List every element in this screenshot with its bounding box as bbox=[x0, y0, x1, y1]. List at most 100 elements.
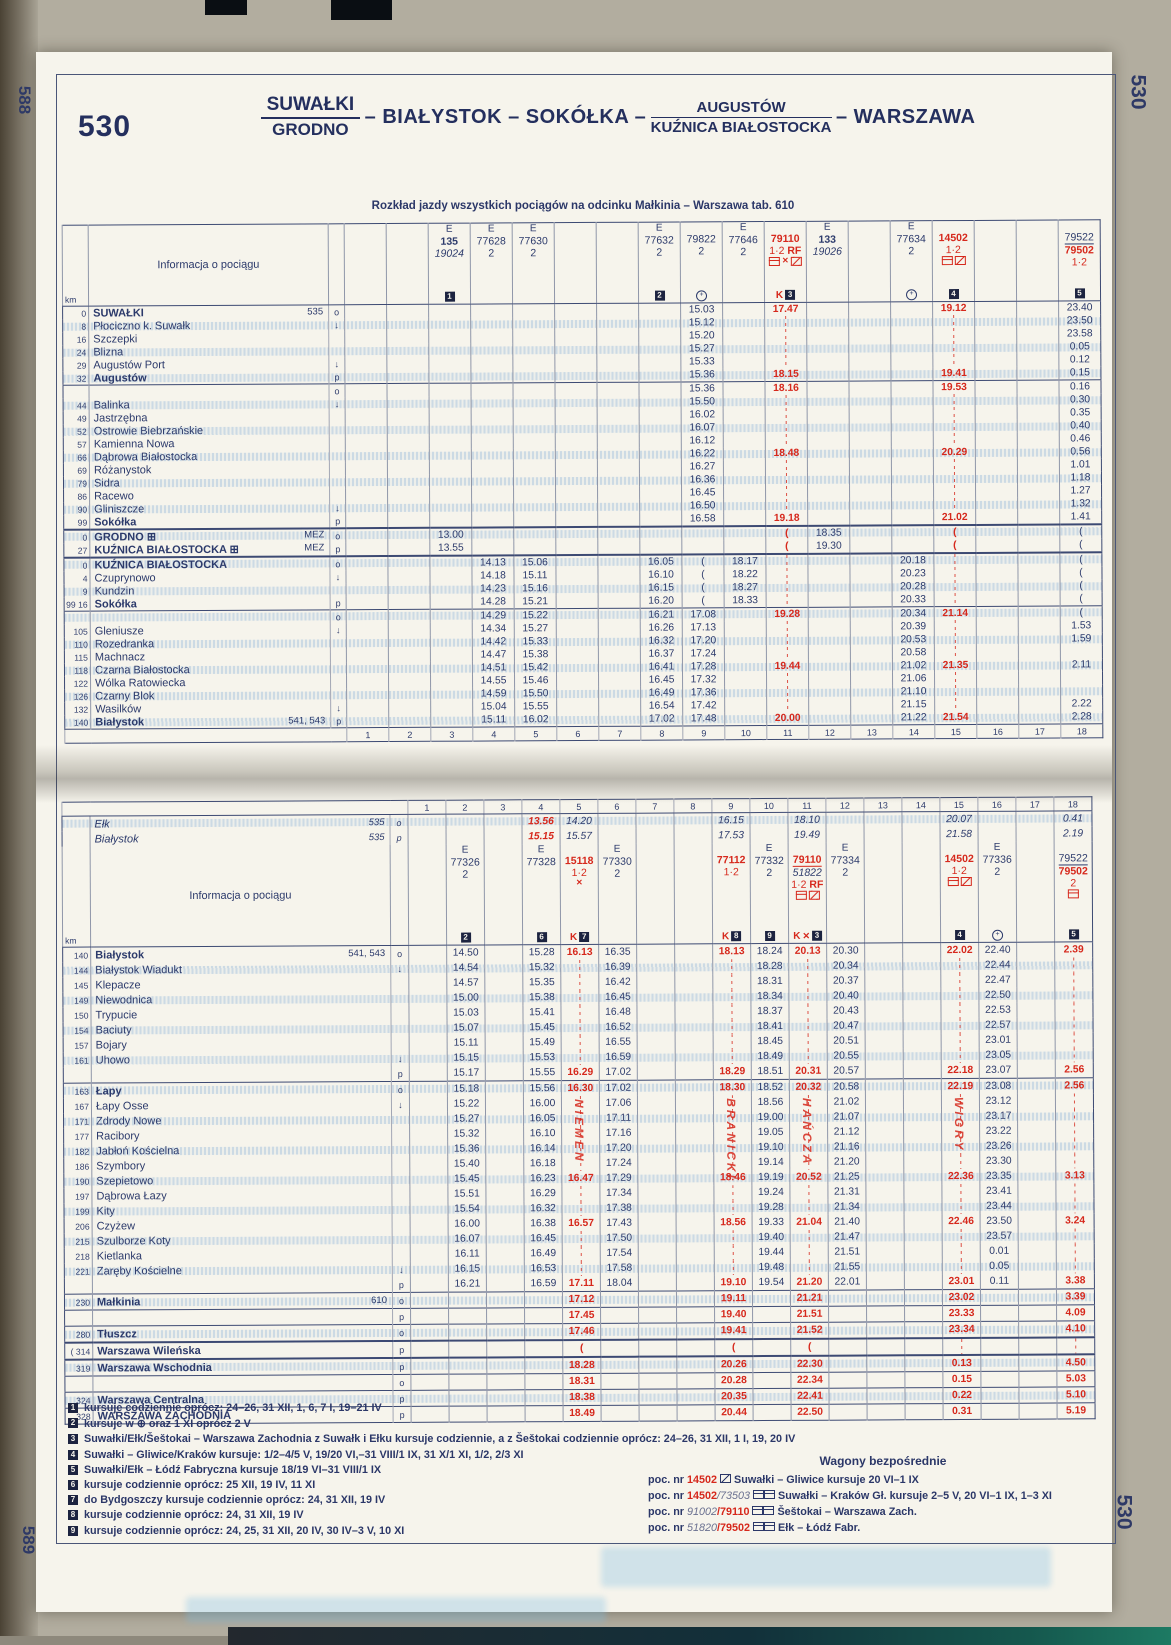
time-cell: 16.58 bbox=[681, 512, 724, 527]
stop-type-cell: p bbox=[392, 1357, 411, 1375]
traction-E-label: E bbox=[655, 222, 663, 234]
station-name: Czuprynowo bbox=[94, 571, 156, 585]
station-name-cell: Zdrody Nowe bbox=[91, 1111, 392, 1129]
time-cell bbox=[1055, 1198, 1095, 1214]
station-name: Szulborze Koty bbox=[96, 1234, 171, 1248]
time-cell bbox=[345, 488, 388, 502]
time-cell bbox=[1054, 972, 1093, 988]
header-stack: E 77630 2 bbox=[513, 223, 554, 303]
class-label: 2 bbox=[698, 245, 705, 258]
stop-type-cell: o bbox=[392, 1292, 411, 1309]
time-cell: 0.05 bbox=[1058, 340, 1101, 354]
time-cell: 15.27 bbox=[447, 1111, 486, 1127]
time-cell: 20.57 bbox=[827, 1063, 866, 1080]
time-cell: 16.39 bbox=[598, 959, 637, 975]
time-cell: 14.42 bbox=[472, 635, 515, 649]
km-cell bbox=[64, 1279, 92, 1295]
time-cell bbox=[1055, 1153, 1094, 1169]
time-cell bbox=[976, 592, 1019, 607]
time-cell bbox=[933, 497, 976, 512]
time-cell bbox=[637, 1019, 676, 1035]
time-cell bbox=[674, 828, 713, 844]
time-cell: 20.39 bbox=[892, 620, 935, 634]
km-cell: 44 bbox=[77, 400, 87, 411]
time-cell bbox=[513, 500, 556, 514]
time-cell: ( bbox=[1059, 552, 1102, 567]
train-info-label: Informacja o pociągu bbox=[88, 223, 329, 307]
time-cell: 21.25 bbox=[827, 1169, 866, 1185]
time-cell bbox=[639, 486, 682, 500]
time-cell bbox=[388, 700, 431, 715]
time-cell: 16.32 bbox=[523, 1201, 563, 1217]
time-cell bbox=[890, 315, 933, 329]
time-cell bbox=[976, 684, 1019, 698]
time-cell bbox=[513, 474, 556, 488]
station-name: Gleniusze bbox=[94, 624, 144, 638]
time-cell bbox=[764, 328, 807, 343]
time-cell bbox=[724, 712, 767, 726]
time-cell bbox=[556, 647, 599, 662]
time-cell: 15.03 bbox=[446, 1005, 486, 1021]
time-cell bbox=[486, 1216, 525, 1232]
time-cell bbox=[766, 580, 809, 595]
time-cell bbox=[788, 988, 827, 1004]
station-name-cell bbox=[92, 1276, 393, 1295]
footnote-badge: 9 bbox=[764, 930, 775, 942]
time-cell: 15.35 bbox=[522, 975, 561, 991]
stop-type-cell: ↓ bbox=[392, 1261, 411, 1277]
time-cell bbox=[675, 1034, 714, 1050]
badges-row: + bbox=[992, 929, 1004, 942]
time-cell bbox=[808, 646, 851, 660]
time-cell bbox=[386, 383, 430, 398]
time-cell bbox=[848, 301, 891, 316]
time-cell bbox=[555, 473, 598, 488]
train-number-ref: 14502 bbox=[687, 1474, 718, 1486]
time-cell bbox=[636, 959, 675, 975]
time-cell bbox=[903, 1169, 942, 1185]
table-reference: MEZ bbox=[304, 529, 325, 541]
time-cell: 20.31 bbox=[789, 1063, 828, 1080]
time-cell bbox=[974, 366, 1017, 381]
badges-row: 2 bbox=[460, 932, 471, 945]
class-label: 2 bbox=[462, 868, 469, 881]
time-cell bbox=[902, 942, 941, 959]
time-cell bbox=[975, 393, 1018, 407]
class-label: 2 bbox=[614, 867, 621, 880]
train-column-header bbox=[386, 223, 429, 305]
time-cell bbox=[448, 1323, 487, 1341]
time-cell bbox=[1056, 1228, 1095, 1244]
time-cell bbox=[848, 380, 892, 395]
time-cell bbox=[903, 1139, 942, 1155]
time-cell bbox=[750, 827, 789, 844]
time-cell bbox=[903, 1109, 942, 1125]
km-cell: 132 bbox=[73, 704, 89, 715]
time-cell: ( bbox=[682, 581, 725, 595]
time-cell bbox=[1017, 510, 1060, 525]
km-cell: 171 bbox=[74, 1116, 90, 1127]
time-cell: 16.45 bbox=[598, 989, 637, 1005]
time-cell bbox=[891, 394, 934, 408]
time-cell: 20.28 bbox=[892, 580, 935, 594]
time-cell: 23.58 bbox=[1058, 327, 1101, 341]
time-cell bbox=[1018, 1273, 1057, 1290]
station-name-cell: Bojary bbox=[91, 1035, 392, 1053]
time-cell bbox=[1017, 471, 1060, 485]
time-cell bbox=[942, 1243, 981, 1260]
time-cell: 5.10 bbox=[1056, 1386, 1096, 1403]
time-cell bbox=[675, 1140, 714, 1156]
km-cell: 230 bbox=[64, 1294, 93, 1311]
time-cell bbox=[980, 1354, 1019, 1372]
time-cell bbox=[409, 1126, 448, 1142]
train-number: 77330 bbox=[602, 855, 632, 868]
bed-icon bbox=[954, 255, 966, 266]
time-cell: 22.02 bbox=[940, 942, 979, 959]
km-cell: 105 bbox=[73, 626, 88, 637]
class-label: 2 bbox=[908, 245, 915, 258]
service-icons: ✕ bbox=[576, 878, 583, 888]
station-name-cell: Czyżew bbox=[92, 1216, 393, 1234]
time-cell: ( bbox=[1060, 579, 1103, 593]
time-cell bbox=[932, 327, 975, 342]
time-cell bbox=[388, 582, 431, 597]
stop-type-cell bbox=[390, 1005, 410, 1021]
km-cell: 99 bbox=[77, 517, 88, 528]
